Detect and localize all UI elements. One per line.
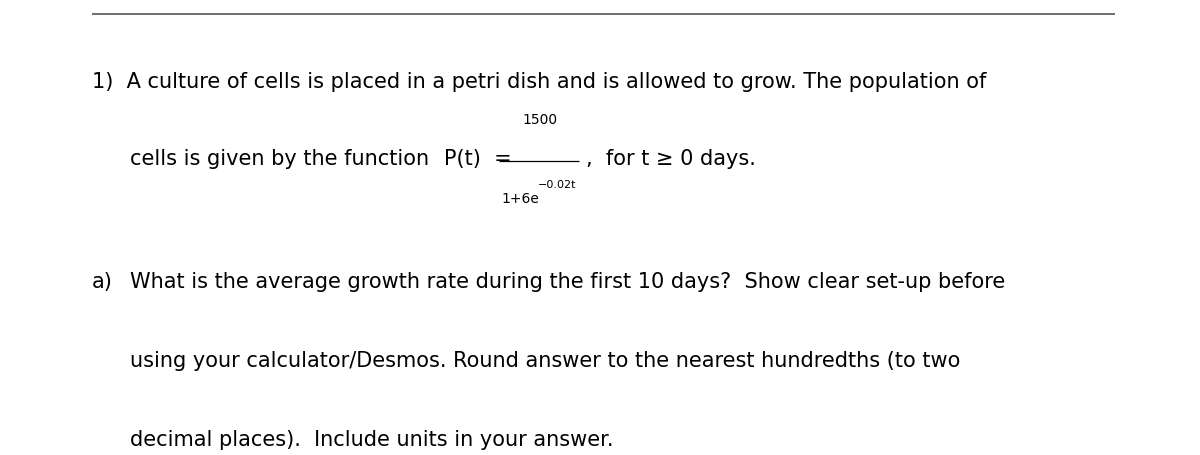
Text: What is the average growth rate during the first 10 days?  Show clear set-up bef: What is the average growth rate during t… xyxy=(130,272,1006,292)
Text: ,  for t ≥ 0 days.: , for t ≥ 0 days. xyxy=(586,149,756,169)
Text: a): a) xyxy=(92,272,113,292)
Text: −0.02t: −0.02t xyxy=(538,180,576,190)
Text: 1)  A culture of cells is placed in a petri dish and is allowed to grow. The pop: 1) A culture of cells is placed in a pet… xyxy=(92,72,986,92)
Text: 1+6e: 1+6e xyxy=(502,192,539,206)
Text: 1500: 1500 xyxy=(523,113,558,126)
Text: decimal places).  Include units in your answer.: decimal places). Include units in your a… xyxy=(130,430,613,450)
Text: using your calculator/Desmos. Round answer to the nearest hundredths (to two: using your calculator/Desmos. Round answ… xyxy=(130,351,960,371)
Text: cells is given by the function   P(t)  =: cells is given by the function P(t) = xyxy=(130,149,511,169)
